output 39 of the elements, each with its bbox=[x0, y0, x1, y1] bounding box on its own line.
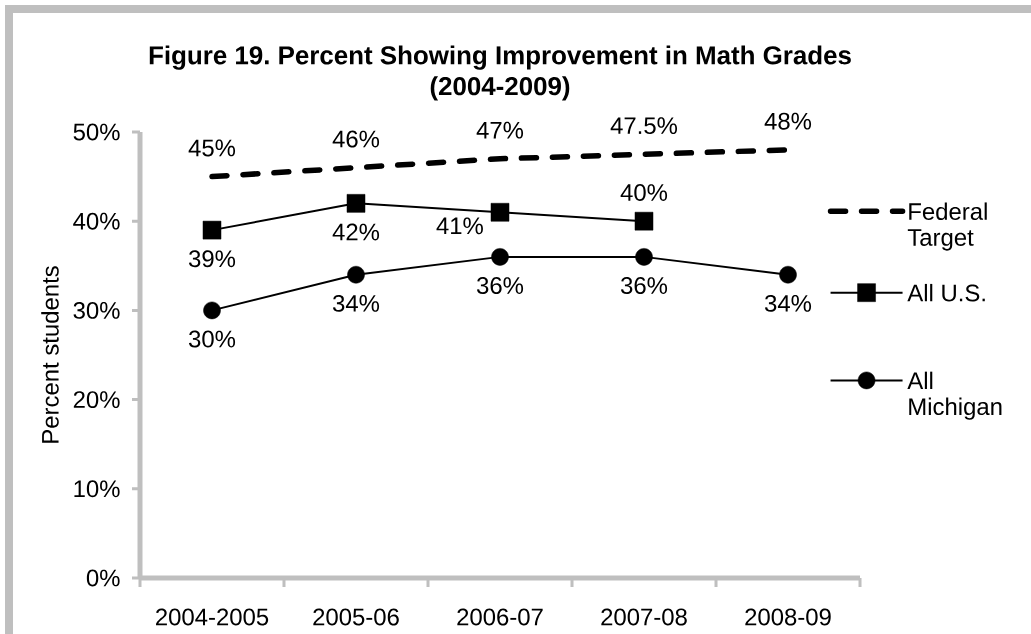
x-tick-label: 2008-09 bbox=[745, 608, 831, 626]
x-tick-label: 2006-07 bbox=[457, 608, 543, 626]
data-label: 41% bbox=[436, 217, 483, 235]
data-label: 42% bbox=[332, 223, 380, 241]
y-tick-label: 40% bbox=[73, 212, 120, 230]
point bbox=[491, 248, 509, 266]
data-label: 39% bbox=[188, 250, 236, 268]
point bbox=[346, 194, 366, 213]
data-label: 46% bbox=[332, 130, 380, 148]
data-label: 45% bbox=[188, 139, 236, 157]
point bbox=[490, 203, 510, 222]
y-tick-label: 30% bbox=[73, 301, 120, 319]
data-label: 34% bbox=[332, 294, 380, 312]
data-label: 36% bbox=[620, 277, 668, 295]
x-tick-label: 2007-08 bbox=[601, 608, 687, 626]
x-tick-label: 2004-2005 bbox=[156, 608, 269, 626]
y-tick-label: 50% bbox=[73, 123, 120, 141]
point bbox=[347, 265, 365, 284]
data-label: 47.5% bbox=[610, 117, 678, 135]
legend-label: All Michigan bbox=[907, 371, 1002, 420]
data-label: 48% bbox=[764, 112, 812, 130]
data-label: 36% bbox=[476, 277, 524, 295]
point bbox=[779, 265, 797, 284]
data-label: 47% bbox=[476, 121, 524, 139]
data-label: 40% bbox=[620, 184, 668, 201]
data-label: 34% bbox=[764, 294, 812, 312]
point bbox=[635, 248, 653, 266]
y-tick-label: 20% bbox=[73, 391, 120, 409]
point bbox=[634, 211, 654, 231]
legend-label: All U.S. bbox=[907, 283, 985, 302]
data-label: 30% bbox=[188, 330, 236, 348]
legend-label: Federal Target bbox=[907, 202, 987, 251]
x-tick-label: 2005-06 bbox=[313, 608, 399, 626]
chart-title: Figure 19. Percent Showing Improvement in Math Grades (2004-2009) bbox=[149, 45, 851, 101]
point bbox=[203, 301, 221, 320]
point bbox=[202, 220, 222, 240]
y-tick-label: 0% bbox=[86, 569, 120, 587]
y-tick-label: 10% bbox=[74, 480, 120, 498]
y-axis-title: Percent students bbox=[41, 266, 59, 443]
